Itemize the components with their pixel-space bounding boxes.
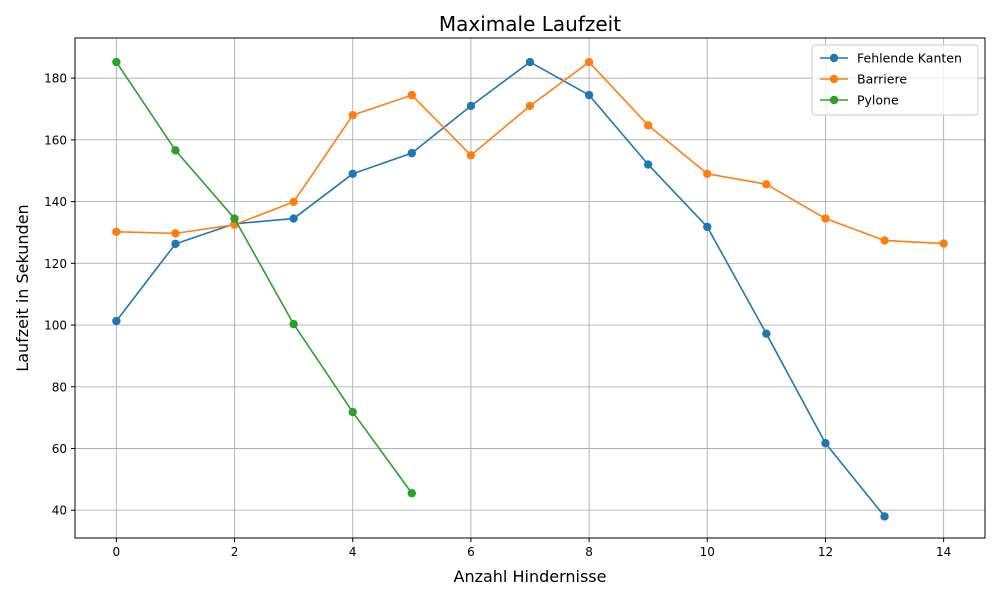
legend-item: Pylone <box>820 93 899 108</box>
data-point <box>762 329 771 338</box>
data-point <box>703 222 712 232</box>
data-point <box>112 227 121 237</box>
data-point <box>171 229 180 238</box>
grid <box>75 38 985 538</box>
data-point <box>466 151 476 160</box>
series-barriere <box>112 57 948 248</box>
series-pylone <box>112 57 417 498</box>
x-tick-label: 14 <box>936 545 951 559</box>
plot-series <box>112 57 948 521</box>
x-tick-label: 2 <box>231 545 239 559</box>
data-point <box>821 439 830 448</box>
data-point <box>466 101 476 111</box>
legend-marker <box>829 53 839 63</box>
data-point <box>407 148 417 158</box>
data-point <box>230 214 239 223</box>
y-tick-label: 80 <box>52 380 67 394</box>
data-point <box>584 57 594 67</box>
chart-title: Maximale Laufzeit <box>439 12 621 36</box>
x-axis-label: Anzahl Hindernisse <box>454 567 607 586</box>
y-tick-label: 160 <box>44 133 67 147</box>
data-point <box>703 169 712 179</box>
data-point <box>407 90 417 100</box>
series-line <box>115 61 413 494</box>
data-point <box>880 512 889 521</box>
y-tick-label: 100 <box>44 319 67 333</box>
legend-label: Fehlende Kanten <box>857 51 962 66</box>
data-point <box>643 121 653 130</box>
x-tick-label: 4 <box>349 545 357 559</box>
data-point <box>289 319 298 329</box>
data-point <box>171 146 180 155</box>
x-tick-label: 0 <box>113 545 121 559</box>
legend: Fehlende Kanten Barriere Pylone <box>811 44 979 116</box>
y-tick-label: 140 <box>44 195 67 209</box>
x-tick-label: 10 <box>700 545 715 559</box>
data-point <box>112 316 121 326</box>
legend-box <box>811 44 979 116</box>
data-point <box>525 57 535 67</box>
data-point <box>821 214 830 223</box>
data-point <box>880 236 889 245</box>
legend-label: Pylone <box>857 93 899 108</box>
data-point <box>939 239 948 248</box>
legend-items: Fehlende Kanten Barriere Pylone <box>820 51 962 108</box>
x-tick-label: 6 <box>467 545 475 559</box>
data-point <box>584 90 594 100</box>
legend-label: Barriere <box>857 72 907 87</box>
y-tick-label: 40 <box>52 504 67 518</box>
data-point <box>762 180 771 189</box>
data-point <box>171 239 180 249</box>
y-tick-label: 180 <box>44 72 67 86</box>
legend-item: Fehlende Kanten <box>820 51 962 66</box>
data-point <box>289 214 298 223</box>
y-tick-label: 60 <box>52 442 67 456</box>
data-point <box>289 197 298 207</box>
data-point <box>348 169 357 179</box>
legend-marker <box>829 95 839 105</box>
x-tick-label: 12 <box>818 545 833 559</box>
series-fehlende-kanten <box>112 57 889 521</box>
y-axis-label: Laufzeit in Sekunden <box>13 204 32 371</box>
legend-item: Barriere <box>820 72 907 87</box>
data-point <box>407 489 417 498</box>
data-point <box>348 407 357 417</box>
y-axis-ticks: 40 60 80 100 120 140 160 180 <box>44 72 75 518</box>
data-point <box>525 101 535 111</box>
x-axis-ticks: 0 2 4 6 8 10 12 14 <box>113 538 951 559</box>
legend-marker <box>829 74 839 84</box>
data-point <box>643 160 653 169</box>
plot-frame <box>74 37 986 539</box>
series-line <box>115 61 886 517</box>
data-point <box>112 57 121 67</box>
y-tick-label: 120 <box>44 257 67 271</box>
x-tick-label: 8 <box>585 545 593 559</box>
data-point <box>348 110 357 120</box>
